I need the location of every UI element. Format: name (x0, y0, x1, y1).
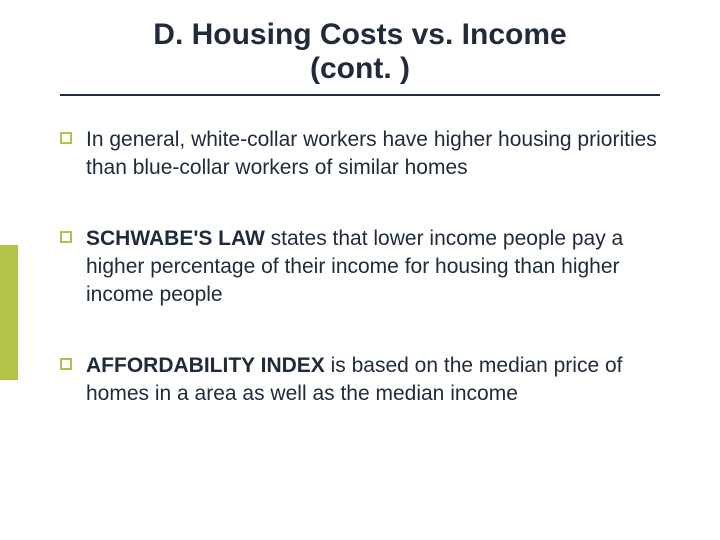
bullet-marker-icon (60, 231, 72, 243)
bullet-marker-icon (60, 358, 72, 370)
slide-title: D. Housing Costs vs. Income (cont. ) (0, 0, 720, 86)
bullet-item: SCHWABE'S LAW states that lower income p… (60, 225, 670, 310)
bullet-text: SCHWABE'S LAW states that lower income p… (86, 225, 670, 310)
bullet-text: In general, white-collar workers have hi… (86, 126, 670, 183)
bullet-marker-icon (60, 132, 72, 144)
title-rule (60, 94, 660, 96)
bullet-item: In general, white-collar workers have hi… (60, 126, 670, 183)
bullet-text: AFFORDABILITY INDEX is based on the medi… (86, 352, 670, 409)
bullet-item: AFFORDABILITY INDEX is based on the medi… (60, 352, 670, 409)
bullet-list: In general, white-collar workers have hi… (60, 126, 670, 408)
accent-bar (0, 245, 18, 380)
